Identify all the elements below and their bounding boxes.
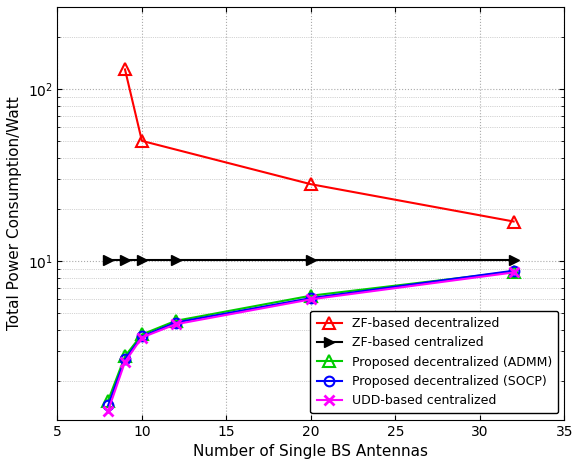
Proposed decentralized (ADMM): [104, 397, 111, 403]
Y-axis label: Total Power Consumption/Watt: Total Power Consumption/Watt: [7, 96, 22, 330]
ZF-based decentralized: [307, 181, 314, 187]
Line: Proposed decentralized (SOCP): Proposed decentralized (SOCP): [103, 266, 519, 411]
Proposed decentralized (SOCP): [122, 356, 129, 362]
Proposed decentralized (SOCP): [104, 403, 111, 408]
Line: UDD-based centralized: UDD-based centralized: [103, 267, 519, 416]
Proposed decentralized (ADMM): [122, 354, 129, 359]
Legend: ZF-based decentralized, ZF-based centralized, Proposed decentralized (ADMM), Pro: ZF-based decentralized, ZF-based central…: [310, 311, 558, 413]
X-axis label: Number of Single BS Antennas: Number of Single BS Antennas: [193, 444, 429, 459]
Proposed decentralized (ADMM): [307, 293, 314, 299]
UDD-based centralized: [510, 270, 517, 275]
UDD-based centralized: [139, 335, 146, 340]
ZF-based centralized: [104, 258, 111, 263]
Proposed decentralized (ADMM): [139, 332, 146, 337]
UDD-based centralized: [122, 359, 129, 364]
UDD-based centralized: [104, 408, 111, 414]
Line: ZF-based decentralized: ZF-based decentralized: [119, 63, 520, 228]
ZF-based decentralized: [122, 67, 129, 72]
UDD-based centralized: [172, 322, 179, 327]
ZF-based decentralized: [139, 138, 146, 144]
Line: ZF-based centralized: ZF-based centralized: [103, 255, 519, 265]
Proposed decentralized (SOCP): [172, 320, 179, 325]
Proposed decentralized (SOCP): [307, 295, 314, 301]
ZF-based centralized: [172, 258, 179, 263]
ZF-based centralized: [307, 258, 314, 263]
Proposed decentralized (SOCP): [139, 334, 146, 339]
ZF-based centralized: [139, 258, 146, 263]
UDD-based centralized: [307, 296, 314, 302]
Proposed decentralized (ADMM): [172, 318, 179, 324]
ZF-based centralized: [122, 258, 129, 263]
Proposed decentralized (SOCP): [510, 268, 517, 274]
ZF-based centralized: [510, 258, 517, 263]
Proposed decentralized (ADMM): [510, 269, 517, 274]
Line: Proposed decentralized (ADMM): Proposed decentralized (ADMM): [103, 266, 519, 406]
ZF-based decentralized: [510, 219, 517, 224]
